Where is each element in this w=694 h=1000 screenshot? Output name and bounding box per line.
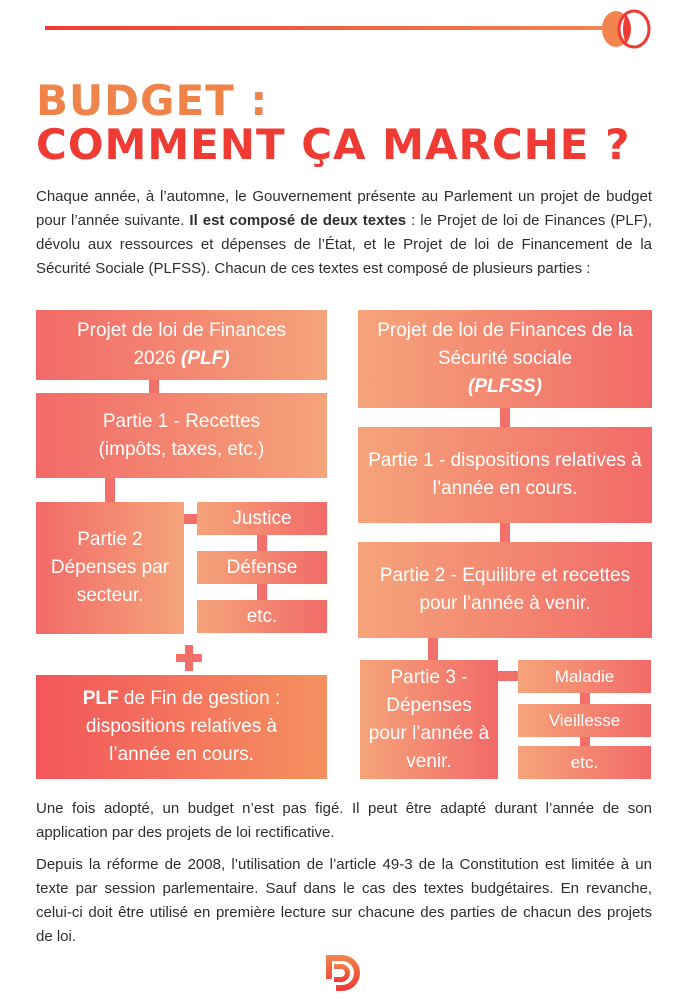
plfss-branch-vieillesse: Vieillesse — [518, 704, 651, 737]
plus-icon — [176, 645, 202, 671]
plf-title: Projet de loi de Finances 2026 — [76, 320, 287, 369]
intro-text: Chaque année, à l’automne, le Gouverneme… — [36, 188, 652, 229]
title-line-1: BUDGET : — [36, 76, 269, 125]
plfss-branch-etc: etc. — [518, 746, 651, 779]
connector — [500, 408, 510, 427]
plf-sector-defense: Défense — [197, 551, 327, 584]
connector — [580, 737, 590, 746]
connector — [500, 523, 510, 542]
plfss-title: Projet de loi de Finances de la Sécurité… — [377, 320, 633, 369]
intro-paragraph: Chaque année, à l’automne, le Gouverneme… — [36, 185, 652, 281]
plf-fin-gestion-box: PLF de Fin de gestion : dispositions rel… — [36, 675, 327, 779]
header-rule — [45, 26, 605, 30]
connector — [149, 380, 159, 393]
intro-bold: Il est composé de deux textes — [189, 212, 407, 229]
intro-text-end: : le Projet de loi de Finances (PLF), dé… — [36, 212, 653, 277]
plfss-abbr: (PLFSS) — [468, 376, 542, 397]
plfss-partie3-box: Partie 3 - Dépenses pour l’année à venir… — [360, 660, 498, 779]
connector — [257, 535, 267, 551]
plf-fin-bold: PLF — [82, 688, 119, 709]
plf-partie2-box: Partie 2 Dépenses par secteur. — [36, 502, 184, 634]
plfss-partie1-box: Partie 1 - dispositions relatives à l’an… — [358, 427, 652, 523]
connector — [184, 514, 197, 524]
brand-logo-icon — [326, 955, 360, 991]
plf-title-box: Projet de loi de Finances 2026 (PLF) — [36, 310, 327, 380]
connector — [428, 638, 438, 660]
plfss-partie2-box: Partie 2 - Equilibre et recettes pour l’… — [358, 542, 652, 638]
outro-paragraph-2: Depuis la réforme de 2008, l’utilisation… — [36, 856, 652, 945]
brand-circles-icon — [602, 9, 651, 49]
plf-partie1-box: Partie 1 - Recettes (impôts, taxes, etc.… — [36, 393, 327, 478]
plf-abbr: (PLF) — [181, 348, 230, 369]
plf-sector-etc: etc. — [197, 600, 327, 633]
title-line-2: COMMENT ÇA MARCHE ? — [36, 120, 631, 169]
plfss-branch-maladie: Maladie — [518, 660, 651, 693]
plfss-title-box: Projet de loi de Finances de la Sécurité… — [358, 310, 652, 408]
plf-sector-justice: Justice — [197, 502, 327, 535]
connector — [498, 671, 518, 681]
connector — [580, 693, 590, 704]
plf-fin-text: de Fin de gestion : dispositions relativ… — [85, 688, 281, 765]
connector — [105, 478, 115, 502]
outro-paragraph-1: Une fois adopté, un budget n’est pas fig… — [36, 800, 652, 841]
connector — [257, 584, 267, 600]
